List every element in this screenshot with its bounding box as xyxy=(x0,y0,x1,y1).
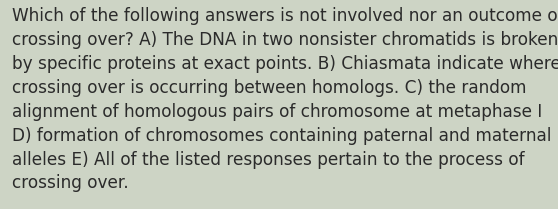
Text: Which of the following answers is not involved nor an outcome of
crossing over? : Which of the following answers is not in… xyxy=(12,7,558,192)
